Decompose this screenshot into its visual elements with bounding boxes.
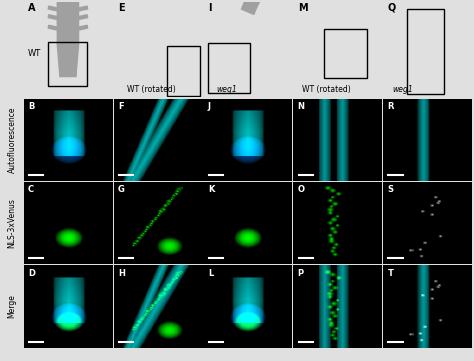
Bar <box>48 42 87 86</box>
Text: J: J <box>208 102 211 111</box>
Text: T: T <box>388 269 393 278</box>
FancyArrow shape <box>78 6 88 11</box>
Polygon shape <box>57 2 79 77</box>
Text: L: L <box>208 269 213 278</box>
Text: O: O <box>298 185 305 194</box>
Text: I: I <box>208 3 211 13</box>
Text: weg1: weg1 <box>217 85 237 94</box>
Text: C: C <box>28 185 34 194</box>
Text: A: A <box>28 3 36 13</box>
Bar <box>407 9 444 93</box>
Text: P: P <box>298 269 304 278</box>
Text: Autofluorescence: Autofluorescence <box>8 106 17 173</box>
FancyArrow shape <box>48 25 57 30</box>
Text: H: H <box>118 269 125 278</box>
Text: N: N <box>298 102 305 111</box>
Text: G: G <box>118 185 125 194</box>
Text: S: S <box>388 185 393 194</box>
Bar <box>208 43 250 93</box>
Text: WT (rotated): WT (rotated) <box>127 85 175 94</box>
Polygon shape <box>60 61 76 77</box>
Text: Merge: Merge <box>8 295 17 318</box>
FancyArrow shape <box>48 6 57 11</box>
Bar <box>324 29 367 78</box>
Text: F: F <box>118 102 124 111</box>
Text: WT (rotated): WT (rotated) <box>302 85 351 94</box>
Text: D: D <box>28 269 35 278</box>
FancyArrow shape <box>78 25 88 30</box>
Text: K: K <box>208 185 214 194</box>
Polygon shape <box>242 0 330 14</box>
Text: B: B <box>28 102 35 111</box>
Text: Q: Q <box>388 3 396 13</box>
FancyArrow shape <box>48 15 57 19</box>
Text: weg1: weg1 <box>392 85 413 94</box>
Text: M: M <box>298 3 307 13</box>
Text: WT: WT <box>28 49 41 58</box>
Text: E: E <box>118 3 125 13</box>
Bar <box>167 46 200 96</box>
FancyArrow shape <box>78 15 88 19</box>
Text: R: R <box>388 102 394 111</box>
Text: NLS-3xVenus: NLS-3xVenus <box>8 198 17 248</box>
